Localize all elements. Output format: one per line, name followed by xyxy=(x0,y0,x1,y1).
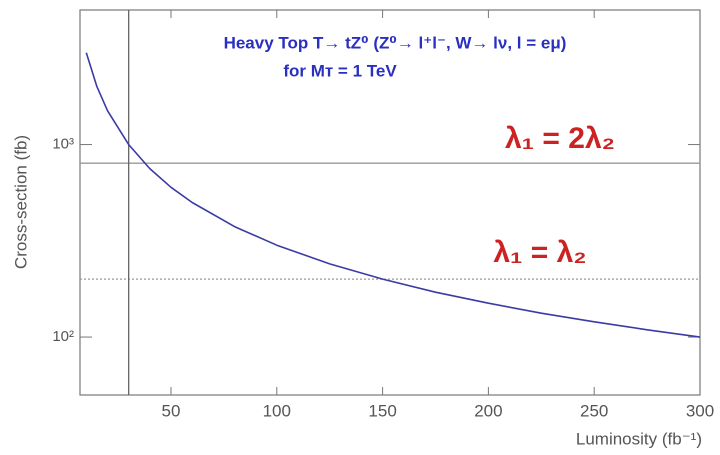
x-axis-label: Luminosity (fb⁻¹) xyxy=(576,429,702,448)
x-tick-label: 250 xyxy=(580,401,608,420)
plot-frame xyxy=(79,9,701,396)
x-tick-label: 300 xyxy=(686,401,714,420)
x-tick-label: 200 xyxy=(474,401,502,420)
annotation: λ₁ = 2λ₂ xyxy=(505,122,615,155)
x-tick-label: 150 xyxy=(368,401,396,420)
chart-subtitle: for Mᴛ = 1 TeV xyxy=(283,61,397,80)
x-tick-label: 100 xyxy=(263,401,291,420)
chart-title: Heavy Top T→ tZ⁰ (Z⁰→ l⁺l⁻, W→ lν, l = e… xyxy=(224,33,567,52)
x-tick-label: 50 xyxy=(162,401,181,420)
y-tick-label: 10² xyxy=(52,328,74,345)
annotation: λ₁ = λ₂ xyxy=(493,236,586,269)
line xyxy=(85,52,701,338)
y-axis-label: Cross-section (fb) xyxy=(11,135,30,269)
y-tick-label: 10³ xyxy=(52,136,74,153)
